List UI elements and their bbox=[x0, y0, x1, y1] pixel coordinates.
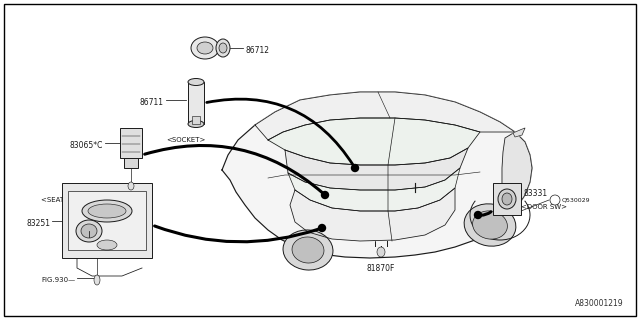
Ellipse shape bbox=[216, 39, 230, 57]
Text: FIG.930—: FIG.930— bbox=[79, 185, 113, 191]
Text: <DOOR SW>: <DOOR SW> bbox=[521, 204, 567, 210]
Polygon shape bbox=[62, 183, 152, 258]
Polygon shape bbox=[188, 82, 204, 124]
Ellipse shape bbox=[377, 247, 385, 257]
Text: <SEAT HEATER SW>: <SEAT HEATER SW> bbox=[41, 197, 113, 203]
Circle shape bbox=[319, 225, 326, 231]
Text: 83065*C: 83065*C bbox=[70, 140, 103, 149]
Text: FIG.930—: FIG.930— bbox=[41, 277, 75, 283]
Ellipse shape bbox=[128, 182, 134, 190]
Polygon shape bbox=[192, 116, 200, 124]
Ellipse shape bbox=[76, 220, 102, 242]
Polygon shape bbox=[290, 188, 455, 241]
Circle shape bbox=[321, 191, 328, 198]
Text: A830001219: A830001219 bbox=[575, 299, 624, 308]
Ellipse shape bbox=[283, 230, 333, 270]
Text: 81870F: 81870F bbox=[367, 264, 395, 273]
Polygon shape bbox=[268, 118, 480, 165]
Text: 83331: 83331 bbox=[523, 188, 547, 197]
Polygon shape bbox=[513, 128, 525, 137]
Ellipse shape bbox=[498, 189, 516, 209]
Polygon shape bbox=[502, 132, 532, 210]
Text: 86712: 86712 bbox=[245, 45, 269, 54]
Ellipse shape bbox=[292, 237, 324, 263]
Ellipse shape bbox=[197, 42, 213, 54]
Circle shape bbox=[474, 212, 481, 219]
Ellipse shape bbox=[82, 200, 132, 222]
Ellipse shape bbox=[94, 275, 100, 285]
Ellipse shape bbox=[191, 37, 219, 59]
Text: 83251: 83251 bbox=[26, 219, 50, 228]
Text: Q530029: Q530029 bbox=[562, 197, 591, 203]
Ellipse shape bbox=[188, 121, 204, 127]
Circle shape bbox=[550, 195, 560, 205]
Text: <SOCKET>: <SOCKET> bbox=[166, 137, 205, 143]
Circle shape bbox=[351, 164, 358, 172]
Ellipse shape bbox=[472, 211, 508, 239]
Polygon shape bbox=[493, 183, 521, 215]
Polygon shape bbox=[120, 128, 142, 158]
Ellipse shape bbox=[188, 78, 204, 85]
Polygon shape bbox=[255, 92, 515, 140]
Ellipse shape bbox=[97, 240, 117, 250]
Polygon shape bbox=[288, 168, 460, 211]
Text: 86711: 86711 bbox=[139, 98, 163, 107]
Polygon shape bbox=[285, 148, 468, 190]
Ellipse shape bbox=[219, 43, 227, 53]
Polygon shape bbox=[124, 158, 138, 168]
Ellipse shape bbox=[464, 204, 516, 246]
Ellipse shape bbox=[502, 193, 512, 205]
Polygon shape bbox=[222, 92, 532, 258]
Ellipse shape bbox=[88, 204, 126, 218]
Ellipse shape bbox=[81, 224, 97, 238]
Polygon shape bbox=[68, 191, 146, 250]
